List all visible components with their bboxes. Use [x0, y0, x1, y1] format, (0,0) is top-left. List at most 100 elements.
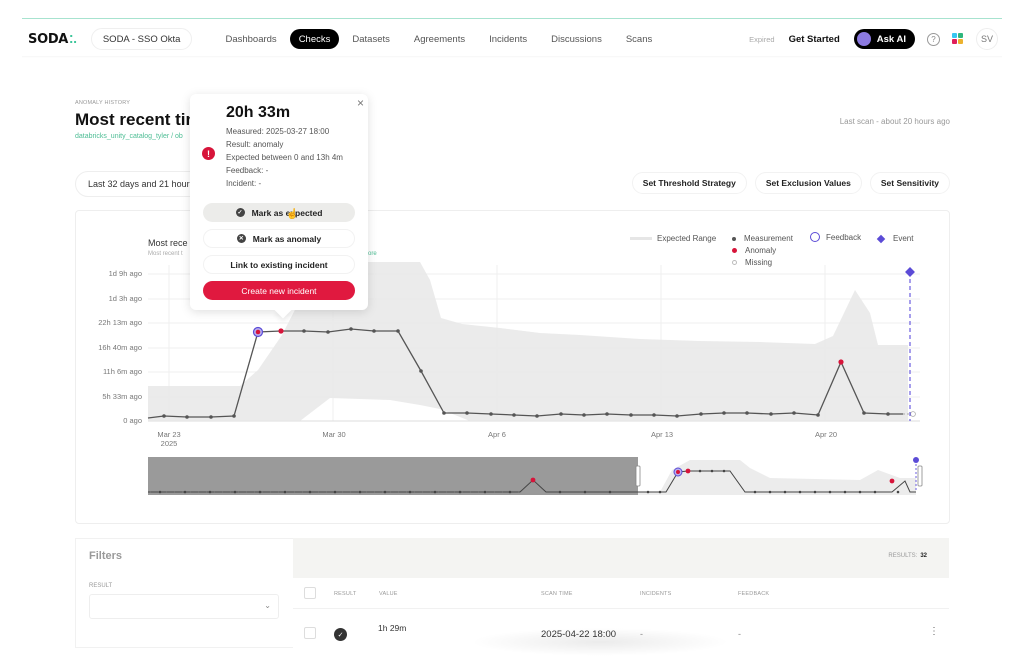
legend-label: Expected Range: [657, 234, 717, 243]
column-result[interactable]: RESULT: [334, 591, 357, 597]
mark-as-expected-button[interactable]: ✓ Mark as expected: [203, 203, 355, 222]
x-tick: Apr 6: [488, 430, 506, 439]
nav-datasets[interactable]: Datasets: [352, 33, 390, 45]
nav-checks[interactable]: Checks: [289, 29, 340, 49]
close-icon[interactable]: ×: [356, 96, 364, 110]
x-tick: Mar 30: [322, 430, 346, 439]
anomaly-dot-icon: [732, 248, 737, 253]
set-threshold-strategy-button[interactable]: Set Threshold Strategy: [631, 172, 747, 194]
x-tick-year: 2025: [160, 439, 178, 448]
legend-expected-range[interactable]: Expected Range: [630, 234, 716, 243]
button-label: Mark as expected: [251, 207, 323, 218]
alert-icon: !: [202, 147, 215, 160]
nav-divider: [22, 56, 1002, 58]
slack-icon[interactable]: [952, 33, 964, 45]
logo-text: SODA: [28, 31, 69, 47]
ask-ai-button[interactable]: Ask AI: [853, 29, 915, 49]
chart-title: Most rece: [148, 238, 188, 248]
get-started-button[interactable]: Get Started: [788, 33, 840, 45]
org-switcher[interactable]: SODA - SSO Okta: [90, 28, 193, 50]
column-feedback[interactable]: FEEDBACK: [738, 591, 770, 597]
nav-agreements[interactable]: Agreements: [413, 33, 466, 45]
nav-right: Expired Get Started Ask AI ? SV: [749, 28, 1002, 50]
soda-logo[interactable]: SODA ⁚.: [28, 32, 77, 47]
result-text: Result: anomaly: [226, 140, 284, 149]
ai-sparkle-icon: [856, 32, 871, 46]
select-all-checkbox[interactable]: [304, 587, 316, 599]
measurement-dot-icon: [732, 236, 736, 241]
column-scan-time[interactable]: SCAN TIME: [541, 591, 573, 597]
y-tick: 1d 3h ago: [108, 294, 142, 303]
y-tick: 1d 9h ago: [108, 269, 142, 278]
legend-event[interactable]: Event: [876, 234, 914, 243]
last-scan-label: Last scan - about 20 hours ago: [839, 117, 950, 126]
results-header: RESULTS: 32: [293, 538, 949, 578]
y-tick: 11h 6m ago: [102, 367, 142, 376]
feedback-ring-icon: [810, 232, 820, 242]
results-label: RESULTS:: [888, 553, 918, 559]
expected-text: Expected between 0 and 13h 4m: [226, 153, 343, 162]
table-header: RESULT VALUE SCAN TIME INCIDENTS FEEDBAC…: [293, 578, 949, 609]
mark-as-anomaly-button[interactable]: ✕ Mark as anomaly: [203, 229, 355, 248]
nav-links: Dashboards Checks Datasets Agreements In…: [214, 29, 665, 49]
legend-label: Anomaly: [745, 246, 777, 255]
y-tick: 22h 13m ago: [98, 318, 142, 327]
row-scan-time: 2025-04-22 18:00: [541, 629, 617, 640]
row-checkbox[interactable]: [304, 627, 316, 639]
row-incidents: -: [640, 629, 643, 639]
legend-label: Feedback: [826, 232, 862, 242]
legend-anomaly[interactable]: Anomaly: [732, 246, 776, 255]
page-title: Most recent tim: [75, 110, 201, 129]
filters-panel: [75, 538, 293, 648]
y-tick: 0 ago: [123, 416, 142, 425]
legend-missing[interactable]: Missing: [732, 258, 772, 267]
dataset-path-link[interactable]: databricks_unity_catalog_tyler / ob: [75, 133, 183, 140]
filters-title: Filters: [89, 550, 123, 562]
navigator-handle-right: [917, 465, 923, 487]
legend-feedback[interactable]: Feedback: [810, 232, 861, 242]
row-feedback: -: [738, 629, 741, 639]
chevron-down-icon: ⌄: [264, 601, 271, 610]
x-tick-label: Mar 23: [157, 430, 181, 439]
measured-text: Measured: 2025-03-27 18:00: [226, 127, 330, 136]
row-value: 1h 29m: [378, 623, 407, 633]
row-more-menu-icon[interactable]: ⋮: [929, 626, 939, 637]
incident-text: Incident: -: [226, 179, 262, 188]
nav-discussions[interactable]: Discussions: [551, 33, 602, 45]
x-tick: Apr 20: [814, 430, 838, 439]
check-circle-icon: ✓: [235, 208, 245, 217]
nav-incidents[interactable]: Incidents: [489, 33, 528, 45]
result-filter-select[interactable]: ⌄: [89, 594, 279, 619]
chart-actions: Set Threshold Strategy Set Exclusion Val…: [631, 172, 950, 194]
ask-ai-label: Ask AI: [876, 33, 906, 45]
legend-label: Event: [893, 234, 914, 243]
y-tick: 5h 33m ago: [102, 392, 142, 401]
breadcrumb: ANOMALY HISTORY: [75, 100, 131, 106]
x-tick: Mar 23 2025: [152, 430, 186, 448]
column-incidents[interactable]: INCIDENTS: [640, 591, 672, 597]
column-value[interactable]: VALUE: [379, 591, 398, 597]
help-icon[interactable]: ?: [927, 32, 940, 46]
top-nav: SODA ⁚. SODA - SSO Okta Dashboards Checks…: [22, 26, 1002, 52]
results-count: RESULTS: 32: [888, 553, 927, 559]
feedback-text: Feedback: -: [226, 166, 269, 175]
nav-scans[interactable]: Scans: [625, 33, 653, 45]
set-sensitivity-button[interactable]: Set Sensitivity: [869, 172, 950, 194]
button-label: Mark as anomaly: [252, 233, 322, 244]
y-tick: 16h 40m ago: [98, 343, 142, 352]
pass-check-icon: ✓: [334, 628, 347, 641]
user-avatar[interactable]: SV: [976, 28, 998, 50]
x-circle-icon: ✕: [236, 234, 246, 243]
create-new-incident-button[interactable]: Create new incident: [203, 281, 355, 300]
legend-label: Measurement: [744, 234, 793, 243]
chart-card: [75, 210, 950, 524]
logo-dots-icon: ⁚.: [69, 32, 77, 46]
nav-dashboards[interactable]: Dashboards: [225, 33, 277, 45]
expired-label: Expired: [749, 34, 775, 44]
results-number: 32: [920, 553, 927, 559]
chart-more-link[interactable]: ore: [368, 251, 377, 257]
link-existing-incident-button[interactable]: Link to existing incident: [203, 255, 355, 274]
legend-measurement[interactable]: Measurement: [732, 234, 793, 243]
set-exclusion-values-button[interactable]: Set Exclusion Values: [754, 172, 862, 194]
top-accent-line: [22, 18, 1002, 19]
